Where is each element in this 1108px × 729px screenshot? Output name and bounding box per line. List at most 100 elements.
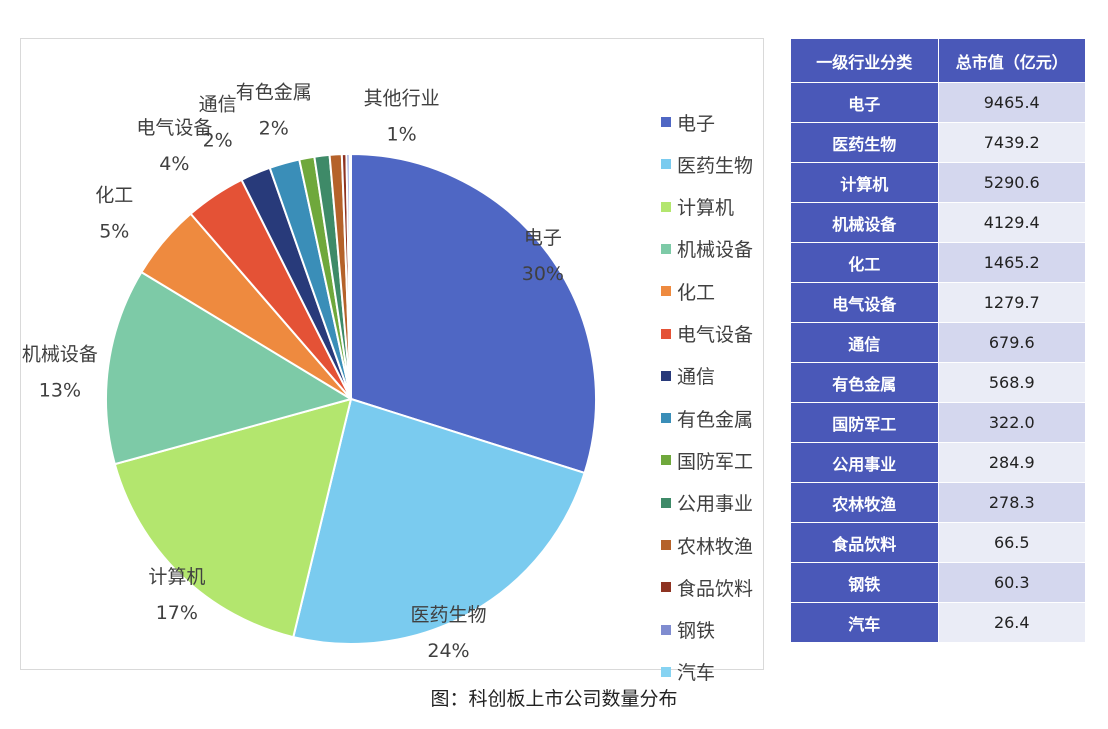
market-cap-cell: 66.5	[937, 522, 1086, 563]
market-cap-cell: 4129.4	[937, 202, 1086, 243]
industry-cell: 医药生物	[790, 122, 939, 163]
industry-cell: 计算机	[790, 162, 939, 203]
legend-swatch	[661, 328, 671, 339]
legend-label: 电子	[677, 112, 716, 135]
slice-label-percent-6: 2%	[203, 129, 233, 151]
market-cap-cell: 1465.2	[937, 242, 1086, 283]
pie-slice-0	[350, 152, 597, 475]
legend-item: 汽车	[661, 659, 715, 685]
industry-cell: 机械设备	[790, 202, 939, 243]
legend-swatch	[661, 666, 671, 677]
slice-label-name-7: 有色金属	[236, 81, 312, 103]
table-row: 电气设备 1279.7	[790, 282, 1086, 323]
legend-item: 医药生物	[661, 151, 753, 177]
pie-slice-13	[348, 152, 352, 400]
slice-label-percent-4: 5%	[99, 220, 129, 242]
industry-cell: 化工	[790, 242, 939, 283]
table-row: 化工 1465.2	[790, 242, 1086, 283]
figure-caption: 图：科创板上市公司数量分布	[430, 688, 678, 710]
legend-label: 食品饮料	[677, 577, 754, 600]
legend-label: 有色金属	[677, 408, 754, 431]
legend-label: 电气设备	[677, 324, 754, 346]
header-market-cap: 总市值（亿元）	[937, 38, 1086, 83]
legend-item: 钢铁	[661, 617, 715, 643]
pie-slice-2	[113, 397, 353, 639]
legend-label: 公用事业	[677, 493, 754, 516]
legend-item: 机械设备	[661, 236, 753, 262]
market-cap-cell: 1279.7	[937, 282, 1086, 323]
legend-item: 电子	[661, 109, 715, 135]
industry-cell: 公用事业	[790, 442, 939, 483]
table-row: 农林牧渔 278.3	[790, 482, 1086, 523]
legend-swatch	[661, 286, 671, 297]
slice-label-percent-5: 4%	[159, 153, 189, 175]
table-row: 通信 679.6	[790, 322, 1086, 363]
slice-label-name-4: 化工	[95, 184, 133, 206]
legend-swatch	[661, 243, 671, 254]
slice-label-percent-1: 24%	[427, 640, 469, 662]
table-row: 公用事业 284.9	[790, 442, 1086, 483]
market-cap-cell: 26.4	[937, 602, 1086, 643]
legend-item: 食品饮料	[661, 574, 753, 600]
pie-chart: 电子 30% 医药生物 24% 计算机 17% 机械设备 13% 化工 5% 电气设备 4% 通信 2% 有…	[22, 81, 597, 662]
legend-label: 钢铁	[677, 620, 716, 643]
table-row: 汽车 26.4	[790, 602, 1086, 643]
legend-swatch	[661, 455, 671, 466]
market-cap-cell: 5290.6	[937, 162, 1086, 203]
industry-cell: 电气设备	[790, 282, 939, 323]
slice-label-percent-0: 30%	[522, 263, 564, 285]
table-row: 机械设备 4129.4	[790, 202, 1086, 243]
slice-label-percent-7: 2%	[259, 117, 289, 139]
legend-swatch	[661, 201, 671, 212]
slice-label-name-6: 通信	[199, 93, 237, 115]
legend-swatch	[661, 370, 671, 381]
legend-item: 国防军工	[661, 447, 753, 473]
legend-swatch	[661, 624, 671, 635]
legend-item: 计算机	[661, 194, 734, 220]
legend-label: 通信	[677, 366, 716, 389]
table-row: 医药生物 7439.2	[790, 122, 1086, 163]
legend-label: 国防军工	[677, 450, 754, 473]
legend-swatch	[661, 540, 671, 550]
legend-item: 通信	[661, 363, 715, 389]
header-industry: 一级行业分类	[790, 38, 939, 83]
legend-label: 计算机	[677, 197, 735, 220]
legend-swatch	[661, 582, 671, 593]
slice-label-name-1: 医药生物	[410, 604, 486, 626]
table-row: 电子 9465.4	[790, 82, 1086, 123]
slice-label-name-5: 电气设备	[136, 117, 212, 139]
table-row: 国防军工 322.0	[790, 402, 1086, 443]
other-label-percent: 1%	[387, 123, 417, 145]
legend-item: 农林牧渔	[661, 532, 753, 558]
table-row: 钢铁 60.3	[790, 562, 1086, 603]
market-cap-cell: 9465.4	[937, 82, 1086, 123]
slice-label-name-3: 机械设备	[22, 343, 98, 365]
legend-swatch	[661, 497, 671, 508]
table-header-row: 一级行业分类 总市值（亿元）	[790, 38, 1086, 83]
market-cap-cell: 60.3	[937, 562, 1086, 603]
industry-cell: 食品饮料	[790, 522, 939, 563]
legend-label: 化工	[677, 281, 716, 304]
slice-label-name-2: 计算机	[148, 566, 205, 588]
legend-item: 化工	[661, 278, 715, 304]
industry-cell: 有色金属	[790, 362, 939, 403]
legend-swatch	[661, 117, 671, 127]
table-row: 有色金属 568.9	[790, 362, 1086, 403]
market-cap-table: 一级行业分类 总市值（亿元） 电子 9465.4 医药生物 7439.2 计算机 5290…	[790, 38, 1086, 643]
market-cap-cell: 568.9	[937, 362, 1086, 403]
pie-slice-3	[105, 270, 354, 466]
market-cap-cell: 322.0	[937, 402, 1086, 443]
market-cap-cell: 278.3	[937, 482, 1086, 523]
legend-label: 机械设备	[677, 239, 754, 262]
industry-cell: 农林牧渔	[790, 482, 939, 523]
slice-label-name-0: 电子	[524, 227, 562, 249]
table-row: 计算机 5290.6	[790, 162, 1086, 203]
legend-item: 公用事业	[661, 490, 753, 516]
legend-label: 汽车	[677, 662, 716, 685]
other-label-name: 其他行业	[364, 87, 440, 109]
legend-item: 电气设备	[661, 321, 753, 347]
industry-cell: 电子	[790, 82, 939, 123]
pie-slice-1	[292, 397, 586, 645]
industry-cell: 汽车	[790, 602, 939, 643]
market-cap-cell: 7439.2	[937, 122, 1086, 163]
